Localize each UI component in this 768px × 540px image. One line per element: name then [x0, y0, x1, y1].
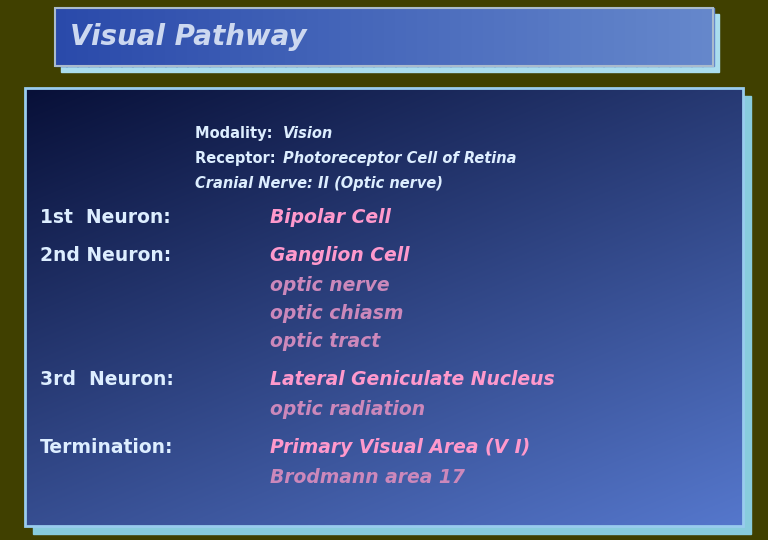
Text: Brodmann area 17: Brodmann area 17: [270, 468, 465, 487]
Bar: [362, 8, 374, 66]
Bar: [66, 8, 78, 66]
Bar: [187, 8, 199, 66]
Bar: [329, 8, 341, 66]
Text: optic chiasm: optic chiasm: [270, 304, 403, 323]
Text: Receptor:: Receptor:: [195, 151, 281, 166]
Bar: [25, 88, 743, 526]
Bar: [164, 8, 177, 66]
Text: Visual Pathway: Visual Pathway: [70, 23, 306, 51]
Bar: [702, 8, 714, 66]
Text: optic radiation: optic radiation: [270, 400, 425, 419]
Text: Ganglion Cell: Ganglion Cell: [270, 246, 409, 265]
Bar: [538, 8, 549, 66]
Text: 3rd  Neuron:: 3rd Neuron:: [40, 370, 174, 389]
Bar: [483, 8, 495, 66]
Bar: [88, 8, 100, 66]
Bar: [340, 8, 352, 66]
Bar: [439, 8, 451, 66]
Bar: [669, 8, 681, 66]
Bar: [417, 8, 429, 66]
Bar: [461, 8, 473, 66]
Text: Photoreceptor Cell of Retina: Photoreceptor Cell of Retina: [283, 151, 517, 166]
Text: Primary Visual Area (V I): Primary Visual Area (V I): [270, 438, 530, 457]
Bar: [197, 8, 210, 66]
Bar: [406, 8, 418, 66]
Bar: [99, 8, 111, 66]
Bar: [154, 8, 166, 66]
Bar: [505, 8, 517, 66]
Bar: [373, 8, 385, 66]
Bar: [515, 8, 528, 66]
Bar: [307, 8, 319, 66]
Text: Lateral Geniculate Nucleus: Lateral Geniculate Nucleus: [270, 370, 554, 389]
Bar: [55, 8, 67, 66]
Bar: [548, 8, 561, 66]
Bar: [230, 8, 243, 66]
Bar: [581, 8, 594, 66]
Bar: [209, 8, 220, 66]
Bar: [285, 8, 297, 66]
Bar: [61, 14, 719, 72]
Text: optic tract: optic tract: [270, 332, 380, 351]
Bar: [625, 8, 637, 66]
Text: 1st  Neuron:: 1st Neuron:: [40, 208, 170, 227]
Bar: [527, 8, 538, 66]
Bar: [614, 8, 626, 66]
Text: Modality:: Modality:: [195, 126, 283, 141]
Bar: [494, 8, 505, 66]
Text: Vision: Vision: [283, 126, 333, 141]
Text: Termination:: Termination:: [40, 438, 174, 457]
Text: Bipolar Cell: Bipolar Cell: [270, 208, 391, 227]
Bar: [33, 96, 751, 534]
Bar: [472, 8, 484, 66]
Bar: [450, 8, 462, 66]
Bar: [680, 8, 692, 66]
Bar: [395, 8, 407, 66]
Bar: [241, 8, 253, 66]
Bar: [55, 8, 713, 66]
Text: 2nd Neuron:: 2nd Neuron:: [40, 246, 171, 265]
Bar: [428, 8, 440, 66]
Bar: [110, 8, 122, 66]
Bar: [691, 8, 703, 66]
Bar: [604, 8, 615, 66]
Bar: [351, 8, 363, 66]
Bar: [220, 8, 231, 66]
Bar: [77, 8, 89, 66]
Bar: [253, 8, 264, 66]
Bar: [132, 8, 144, 66]
Bar: [636, 8, 648, 66]
Bar: [647, 8, 659, 66]
Bar: [384, 8, 396, 66]
Bar: [263, 8, 276, 66]
Bar: [318, 8, 330, 66]
Bar: [592, 8, 604, 66]
Bar: [121, 8, 133, 66]
Text: optic nerve: optic nerve: [270, 276, 389, 295]
Bar: [274, 8, 286, 66]
Text: Cranial Nerve: II (Optic nerve): Cranial Nerve: II (Optic nerve): [195, 176, 443, 191]
Bar: [559, 8, 571, 66]
Bar: [143, 8, 154, 66]
Bar: [658, 8, 670, 66]
Bar: [176, 8, 187, 66]
Bar: [296, 8, 308, 66]
Bar: [571, 8, 582, 66]
